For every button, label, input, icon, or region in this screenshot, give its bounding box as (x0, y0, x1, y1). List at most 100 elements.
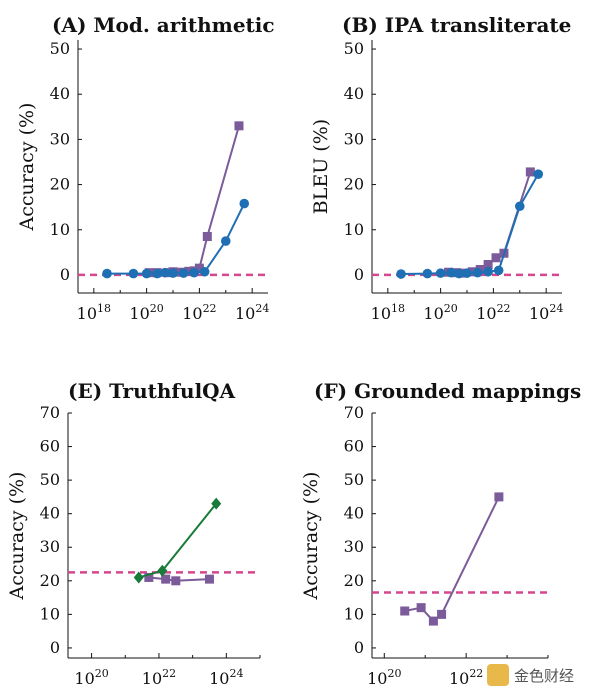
y-tick-label: 20 (344, 571, 364, 590)
y-tick-label: 50 (344, 470, 364, 489)
chart-title: (A) Mod. arithmetic (52, 13, 275, 37)
x-tick-label: 1018 (77, 302, 111, 323)
y-tick-label: 60 (344, 437, 364, 456)
series-line-0 (448, 171, 532, 275)
y-tick-label: 40 (344, 504, 364, 523)
data-point (128, 268, 139, 279)
y-tick-label: 40 (40, 504, 60, 523)
y-tick-label: 0 (50, 638, 60, 657)
y-tick-label: 10 (344, 220, 364, 239)
series-line-0 (148, 576, 210, 582)
data-point (428, 616, 438, 626)
x-tick-label: 1018 (371, 302, 405, 323)
data-point (234, 121, 244, 131)
data-point (161, 574, 171, 584)
y-tick-label: 40 (344, 84, 364, 103)
data-point (157, 564, 168, 577)
data-point (396, 269, 406, 279)
y-tick-label: 70 (40, 403, 60, 422)
y-tick-label: 0 (354, 638, 364, 657)
data-point (437, 609, 447, 619)
y-tick-label: 50 (40, 470, 60, 489)
y-tick-label: 0 (354, 265, 364, 284)
data-point (462, 268, 472, 278)
x-tick-label: 1022 (182, 302, 216, 323)
data-point (152, 268, 162, 279)
series-line-1 (138, 502, 217, 579)
x-tick-label: 1020 (74, 667, 108, 688)
data-point (239, 198, 250, 209)
chart-title: (F) Grounded mappings (314, 379, 581, 403)
y-tick-label: 20 (50, 175, 70, 194)
data-point (525, 167, 535, 177)
data-point (483, 260, 493, 270)
data-point (194, 263, 204, 273)
y-tick-label: 50 (50, 39, 70, 58)
y-tick-label: 30 (50, 129, 70, 148)
data-point (199, 266, 210, 277)
series-line-0 (149, 125, 240, 274)
y-axis-label: Accuracy (%) (6, 472, 28, 601)
data-point (435, 268, 446, 278)
data-point (102, 268, 112, 279)
data-point (400, 606, 410, 616)
x-tick-label: 1020 (367, 667, 401, 688)
x-tick-label: 1024 (235, 302, 269, 323)
y-tick-label: 30 (344, 537, 364, 556)
data-point (160, 267, 170, 278)
data-point (472, 267, 483, 278)
y-tick-label: 40 (50, 84, 70, 103)
y-tick-label: 20 (40, 571, 60, 590)
data-point (454, 268, 464, 279)
y-axis-label: Accuracy (%) (300, 472, 322, 601)
x-tick-label: 1020 (423, 302, 457, 323)
data-point (168, 268, 178, 278)
data-point (533, 169, 544, 179)
x-tick-label: 1024 (209, 667, 243, 688)
data-point (416, 603, 426, 613)
series-line-0 (404, 496, 500, 623)
y-axis-label: Accuracy (%) (16, 103, 38, 232)
data-point (144, 572, 154, 582)
series-line-1 (401, 173, 540, 276)
watermark-text: 金色财经 (514, 667, 574, 685)
y-tick-label: 10 (40, 604, 60, 623)
y-axis-label: BLEU (%) (310, 119, 332, 214)
x-tick-label: 1022 (476, 302, 510, 323)
y-tick-label: 10 (50, 220, 70, 239)
y-tick-label: 70 (344, 403, 364, 422)
data-point (514, 201, 525, 212)
data-point (141, 268, 152, 279)
y-tick-label: 20 (344, 175, 364, 194)
chart-title: (B) IPA transliterate (342, 13, 571, 37)
watermark: 金色财经 (487, 664, 574, 686)
data-point (202, 232, 212, 242)
data-point (171, 576, 181, 586)
data-point (483, 266, 493, 277)
data-point (446, 267, 456, 278)
chart-title: (E) TruthfulQA (68, 379, 236, 403)
data-point (178, 268, 189, 278)
chart-panel-3: (F) Grounded mappings0102030405060701020… (300, 379, 581, 688)
data-point (493, 265, 504, 276)
x-tick-label: 1022 (449, 667, 483, 688)
data-point (220, 236, 231, 246)
x-tick-label: 1020 (129, 302, 163, 323)
data-point (491, 253, 501, 263)
y-tick-label: 30 (40, 537, 60, 556)
data-point (189, 267, 199, 278)
data-point (184, 266, 194, 276)
data-point (467, 267, 477, 277)
data-point (204, 574, 214, 584)
x-tick-label: 1022 (142, 667, 176, 688)
y-tick-label: 0 (60, 265, 70, 284)
y-tick-label: 50 (344, 39, 364, 58)
y-tick-label: 30 (344, 129, 364, 148)
data-point (494, 492, 504, 502)
y-tick-label: 60 (40, 437, 60, 456)
data-point (422, 268, 433, 279)
data-point (133, 571, 144, 584)
